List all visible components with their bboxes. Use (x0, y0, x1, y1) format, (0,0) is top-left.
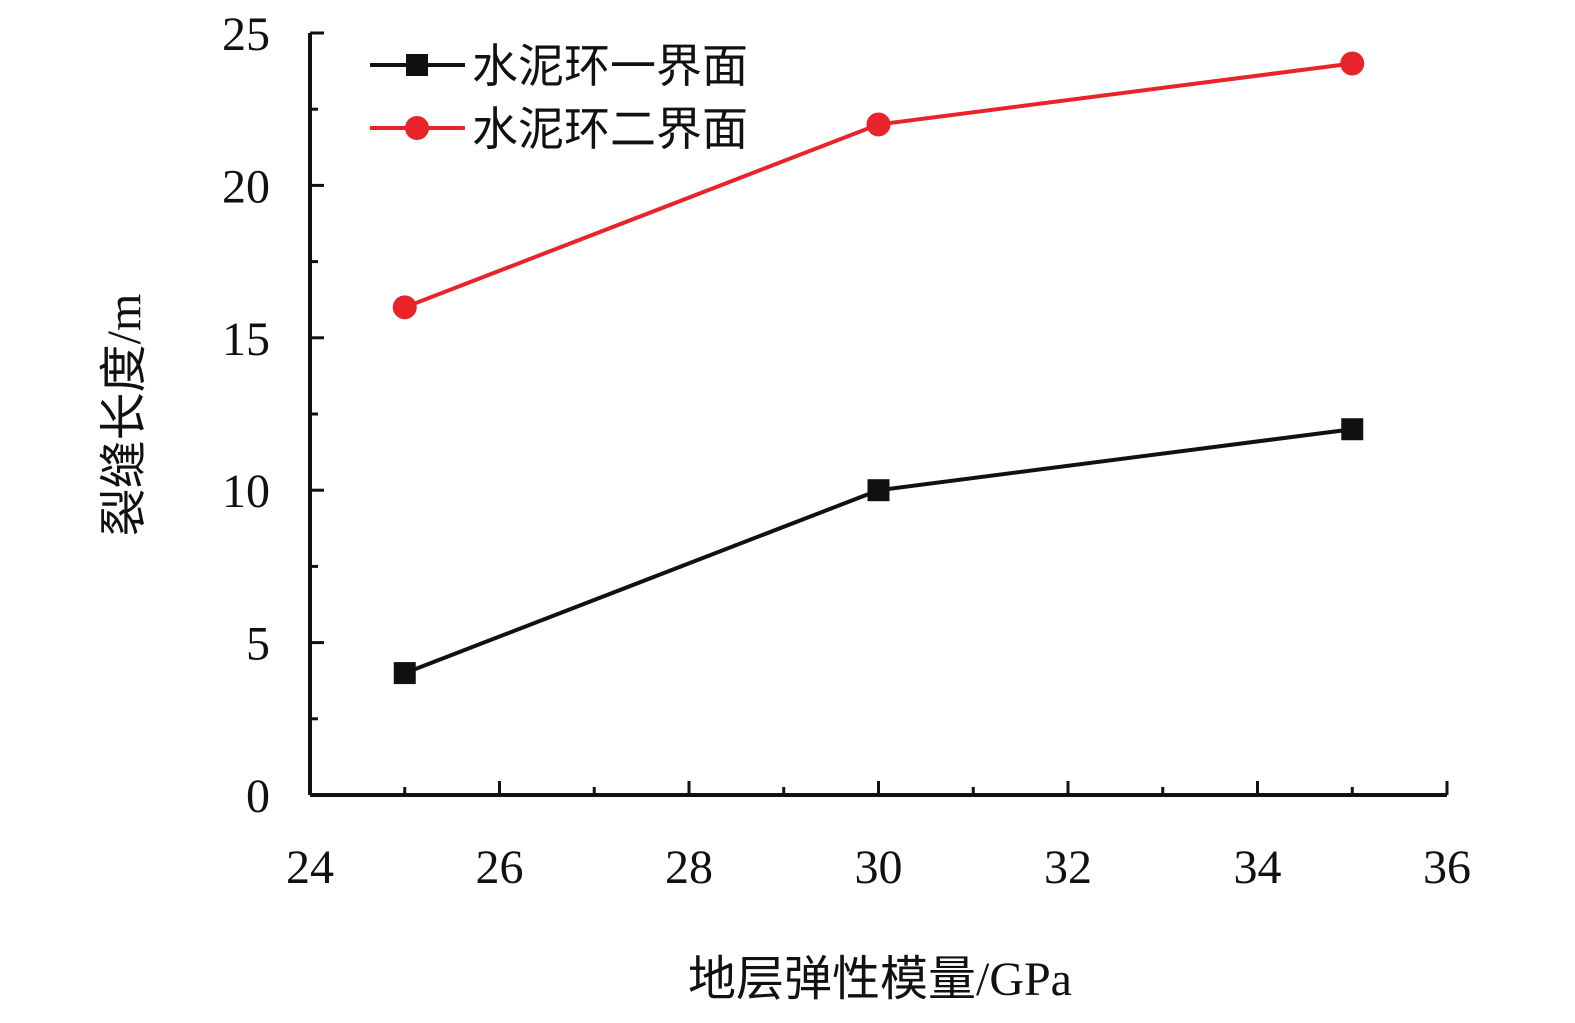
y-axis-label: 裂缝长度/m (98, 294, 151, 537)
legend-label: 水泥环二界面 (472, 104, 748, 155)
y-tick-label: 0 (246, 770, 270, 823)
x-tick-label: 30 (855, 841, 903, 894)
series-line (404, 61, 1353, 310)
legend-label: 水泥环一界面 (472, 41, 748, 92)
x-axis-label: 地层弹性模量/GPa (688, 953, 1072, 1006)
y-tick-label: 20 (222, 160, 270, 213)
x-tick-label: 36 (1423, 841, 1471, 894)
y-tick-label: 5 (246, 618, 270, 671)
legend-item: 水泥环二界面 (370, 104, 748, 155)
legend-marker-circle (405, 116, 429, 140)
y-tick-label: 25 (222, 8, 270, 61)
data-point-square (1341, 418, 1364, 441)
data-point-circle (866, 112, 891, 137)
legend-item: 水泥环一界面 (370, 41, 748, 92)
data-point-square (867, 479, 890, 502)
y-tick-label: 10 (222, 465, 270, 518)
series-layer (392, 51, 1365, 685)
x-tick-label: 34 (1234, 841, 1282, 894)
axes: 0 5 10 15 20 25 24 26 28 30 32 34 36 (222, 8, 1471, 894)
data-point-square (393, 662, 416, 685)
data-point-circle (1340, 51, 1365, 76)
x-tick-label: 32 (1044, 841, 1092, 894)
y-tick-label: 15 (222, 313, 270, 366)
data-point-circle (392, 295, 417, 320)
legend-marker-square (406, 54, 428, 76)
series-1 (393, 418, 1364, 685)
x-tick-label: 28 (665, 841, 713, 894)
x-tick-label: 24 (286, 841, 334, 894)
series-2 (392, 51, 1365, 320)
series-line (404, 427, 1353, 675)
x-tick-label: 26 (476, 841, 524, 894)
